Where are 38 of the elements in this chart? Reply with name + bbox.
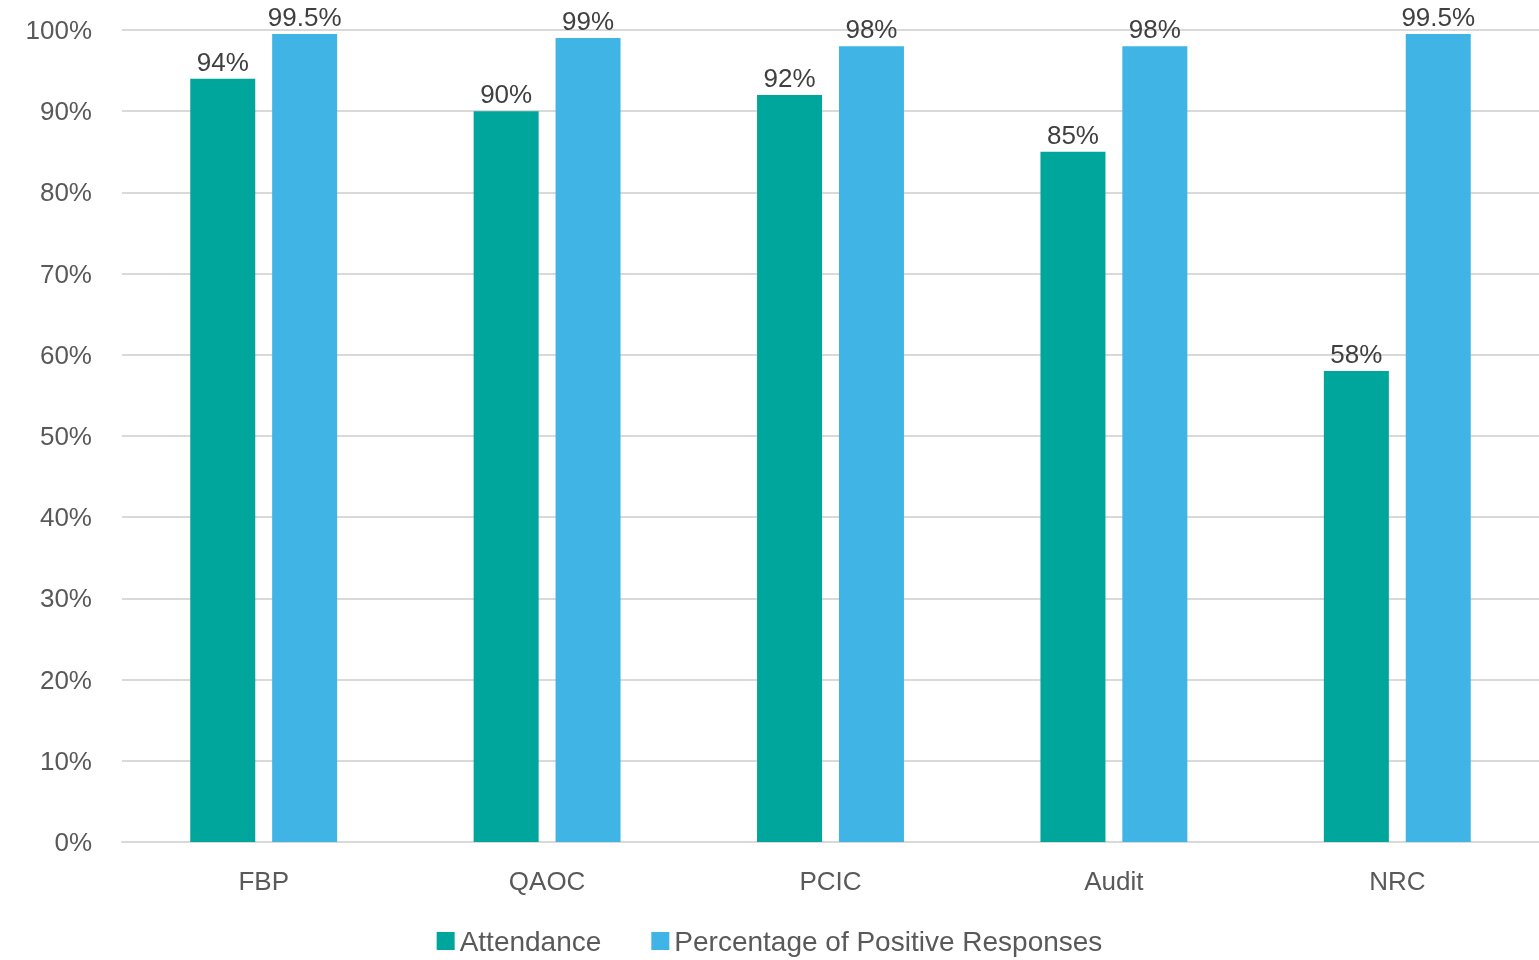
bar xyxy=(473,111,539,842)
x-tick-label: NRC xyxy=(1369,866,1426,896)
y-tick-label: 20% xyxy=(39,664,92,695)
bar xyxy=(1040,151,1106,842)
y-tick-label: 100% xyxy=(25,15,92,45)
bar xyxy=(555,38,621,842)
data-label: 98% xyxy=(1128,14,1181,45)
bar xyxy=(1323,371,1389,842)
legend-label: Percentage of Positive Responses xyxy=(674,925,1103,957)
x-tick-label: Audit xyxy=(1084,866,1145,896)
data-label: 92% xyxy=(763,62,816,93)
bar xyxy=(1405,34,1471,842)
data-label: 90% xyxy=(480,79,533,110)
data-label: 99% xyxy=(562,6,615,37)
y-tick-label: 0% xyxy=(54,827,92,857)
bar xyxy=(838,46,904,842)
bar xyxy=(757,94,823,842)
data-label: 94% xyxy=(196,46,249,77)
x-tick-label: PCIC xyxy=(799,866,862,896)
bar xyxy=(1122,46,1188,842)
bar xyxy=(272,34,338,842)
data-label: 98% xyxy=(845,14,898,45)
data-label: 99.5% xyxy=(1401,2,1476,33)
y-tick-label: 10% xyxy=(39,745,92,776)
y-tick-label: 80% xyxy=(39,177,92,208)
data-label: 85% xyxy=(1046,119,1099,150)
legend-label: Attendance xyxy=(459,925,602,957)
y-tick-label: 40% xyxy=(39,502,92,533)
y-tick-label: 90% xyxy=(39,96,92,127)
x-tick-label: QAOC xyxy=(508,866,586,896)
x-tick-label: FBP xyxy=(238,866,289,896)
data-label: 99.5% xyxy=(267,2,342,33)
bar xyxy=(190,78,256,842)
y-tick-label: 30% xyxy=(39,583,92,614)
y-tick-label: 50% xyxy=(39,421,92,451)
y-tick-label: 60% xyxy=(39,339,92,370)
y-tick-label: 70% xyxy=(39,258,92,289)
data-label: 58% xyxy=(1330,339,1383,370)
